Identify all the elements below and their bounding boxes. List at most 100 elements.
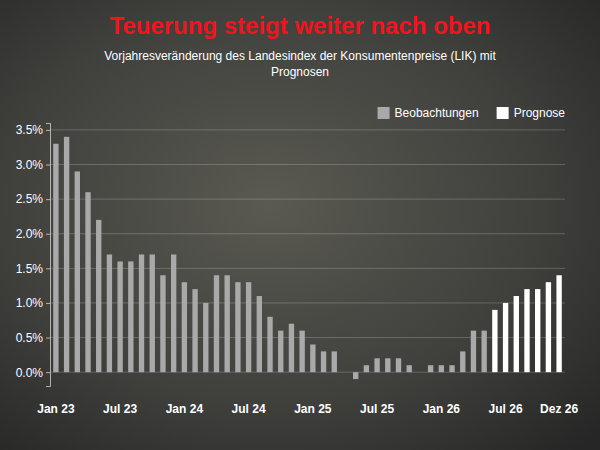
tick: 2.5% bbox=[16, 192, 50, 206]
x-axis: Jan 23 Jul 23 Jan 24 Jul 24 Jan 25 Jul 25 Jan … bbox=[37, 402, 578, 416]
bar bbox=[385, 358, 390, 372]
tick-label: 0.0% bbox=[16, 365, 44, 379]
tick: Jan 25 bbox=[294, 402, 332, 416]
bar bbox=[278, 331, 283, 373]
tick-label: Jul 26 bbox=[489, 402, 523, 416]
tick: Jan 24 bbox=[166, 402, 204, 416]
bar bbox=[439, 365, 444, 372]
tick: Jul 23 bbox=[103, 402, 137, 416]
tick: Jul 24 bbox=[232, 402, 266, 416]
legend-item: Beobachtungen bbox=[378, 106, 479, 120]
legend-label: Beobachtungen bbox=[395, 106, 479, 120]
bar bbox=[128, 261, 133, 372]
title: Teuerung steigt weiter nach oben bbox=[110, 12, 491, 39]
tick: 0.5% bbox=[16, 331, 50, 345]
y-axis: 0.0% 0.5% 1.0% 1.5% 2.0% 2.5% 3.0% 3.5% bbox=[16, 123, 51, 386]
tick-mark bbox=[46, 165, 50, 166]
bar bbox=[556, 275, 561, 372]
bar bbox=[332, 351, 337, 372]
tick-label: 3.5% bbox=[16, 123, 44, 137]
bar bbox=[407, 365, 412, 372]
bar bbox=[535, 289, 540, 372]
axis-line bbox=[46, 124, 51, 387]
bar bbox=[235, 282, 240, 372]
legend-swatch bbox=[378, 107, 390, 119]
series bbox=[53, 137, 487, 379]
background bbox=[0, 0, 600, 450]
tick-mark bbox=[46, 268, 50, 269]
bar bbox=[117, 261, 122, 372]
tick-label: Jul 24 bbox=[232, 402, 266, 416]
bar bbox=[289, 324, 294, 372]
bar bbox=[299, 331, 304, 373]
bar bbox=[171, 255, 176, 373]
bar bbox=[160, 275, 165, 372]
tick-mark bbox=[46, 199, 50, 200]
tick: Jan 23 bbox=[37, 402, 75, 416]
bar bbox=[374, 358, 379, 372]
tick-label: Jan 23 bbox=[37, 402, 75, 416]
bar bbox=[428, 365, 433, 372]
bar bbox=[53, 144, 58, 372]
bar bbox=[182, 282, 187, 372]
grid-line bbox=[50, 337, 565, 338]
bar bbox=[257, 296, 262, 372]
bar bbox=[417, 372, 422, 373]
bar bbox=[310, 344, 315, 372]
tick: 1.5% bbox=[16, 262, 50, 276]
bar bbox=[364, 365, 369, 372]
tick: 1.0% bbox=[16, 296, 50, 310]
bar bbox=[203, 303, 208, 372]
bar bbox=[96, 220, 101, 372]
bar bbox=[492, 310, 497, 372]
bar bbox=[64, 137, 69, 372]
bar bbox=[471, 331, 476, 373]
tick-mark bbox=[46, 130, 50, 131]
tick-mark bbox=[46, 303, 50, 304]
bar bbox=[353, 372, 358, 379]
bar bbox=[85, 192, 90, 372]
grid-line bbox=[50, 129, 565, 130]
tick-label: 3.0% bbox=[16, 158, 44, 172]
tick-label: 1.5% bbox=[16, 262, 44, 276]
tick-mark bbox=[46, 338, 50, 339]
grid-line bbox=[50, 372, 565, 373]
tick-label: 1.0% bbox=[16, 296, 44, 310]
legend-label: Prognose bbox=[514, 106, 566, 120]
bar bbox=[246, 282, 251, 372]
tick-label: Jan 26 bbox=[423, 402, 461, 416]
series bbox=[492, 275, 562, 372]
bar bbox=[225, 275, 230, 372]
bar bbox=[342, 372, 347, 373]
tick: Jul 26 bbox=[489, 402, 523, 416]
bar bbox=[321, 351, 326, 372]
bar bbox=[546, 282, 551, 372]
grid-line bbox=[50, 268, 565, 269]
tick: Jan 26 bbox=[423, 402, 461, 416]
grid bbox=[50, 130, 565, 372]
bar bbox=[524, 289, 529, 372]
bar bbox=[396, 358, 401, 372]
tick: 3.0% bbox=[16, 158, 50, 172]
bar bbox=[139, 255, 144, 373]
legend: Prognose Beobachtungen bbox=[378, 106, 566, 120]
legend-swatch bbox=[497, 107, 509, 119]
grid-line bbox=[50, 233, 565, 234]
tick: 3.5% bbox=[16, 123, 50, 137]
tick-label: 2.5% bbox=[16, 192, 44, 206]
tick-label: Jul 23 bbox=[103, 402, 137, 416]
bar bbox=[214, 275, 219, 372]
bar bbox=[460, 351, 465, 372]
tick-label: 2.0% bbox=[16, 227, 44, 241]
tick-label: Dez 26 bbox=[540, 402, 578, 416]
tick-mark bbox=[46, 234, 50, 235]
bar bbox=[150, 255, 155, 373]
tick-label: Jul 25 bbox=[360, 402, 394, 416]
bar bbox=[192, 289, 197, 372]
tick: 2.0% bbox=[16, 227, 50, 241]
subtitle: Vorjahresveränderung des Landesindex der… bbox=[104, 49, 496, 79]
tick-mark bbox=[46, 372, 50, 373]
bars bbox=[53, 137, 562, 379]
tick-label: Jan 25 bbox=[294, 402, 332, 416]
grid-line bbox=[50, 164, 565, 165]
